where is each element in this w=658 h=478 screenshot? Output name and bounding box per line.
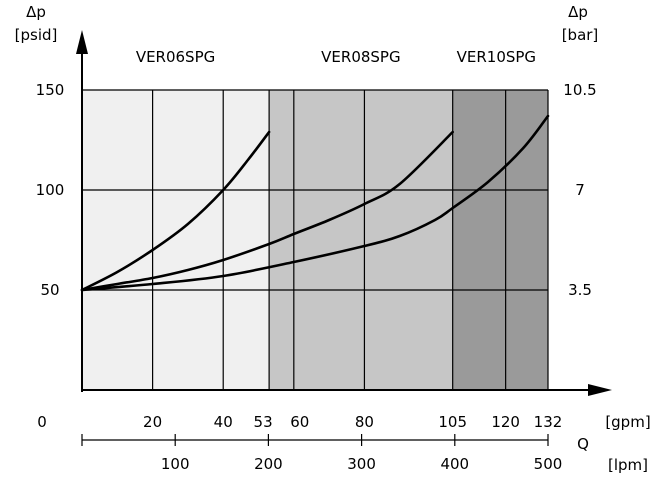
zone-1	[269, 90, 453, 390]
x-lpm-tick-3: 400	[440, 455, 469, 473]
x-gpm-tick-0: 20	[143, 413, 162, 431]
x-origin-label: 0	[37, 413, 47, 431]
y-left-tick-2: 150	[36, 81, 65, 99]
y-left-symbol: Δp	[26, 3, 46, 21]
zone-label-1: VER08SPG	[321, 48, 400, 66]
y-right-unit: [bar]	[562, 26, 599, 44]
tick-labels: 50 100 150 10.5 7 3.5 20 40 53 60 80 105 120 132 100 20…	[36, 81, 597, 473]
curves	[80, 114, 550, 292]
x-symbol: Q	[577, 435, 589, 453]
x-lpm-tick-2: 300	[347, 455, 376, 473]
x-lpm-tick-4: 500	[534, 455, 563, 473]
x-gpm-tick-3: 60	[290, 413, 309, 431]
y-right-tick-0: 10.5	[563, 81, 596, 99]
curve-2	[80, 114, 550, 292]
y-right-tick-1: 7	[575, 181, 585, 199]
x-gpm-tick-7: 132	[534, 413, 563, 431]
x-gpm-tick-5: 105	[438, 413, 467, 431]
x-lpm-unit: [lpm]	[608, 456, 648, 474]
model-zones: VER06SPG VER08SPG VER10SPG	[82, 48, 548, 390]
zone-label-0: VER06SPG	[136, 48, 215, 66]
axes	[76, 30, 612, 441]
grid	[82, 89, 549, 390]
labels: Δp [psid] Δp [bar] 0 [gpm] Q [lpm]	[15, 3, 651, 474]
y-left-unit: [psid]	[15, 26, 58, 44]
curve-0	[80, 130, 271, 292]
x-gpm-tick-6: 120	[491, 413, 520, 431]
y-left-tick-1: 100	[36, 181, 65, 199]
y-right-symbol: Δp	[568, 3, 588, 21]
y-right-tick-2: 3.5	[568, 281, 592, 299]
x-gpm-tick-1: 40	[214, 413, 233, 431]
x-lpm-tick-0: 100	[161, 455, 190, 473]
curve-1	[80, 130, 454, 292]
x-lpm-tick-1: 200	[254, 455, 283, 473]
zone-2	[452, 90, 548, 390]
x-gpm-tick-4: 80	[355, 413, 374, 431]
x-gpm-unit: [gpm]	[605, 413, 650, 431]
x-axis-arrow	[588, 384, 612, 396]
zone-label-2: VER10SPG	[457, 48, 536, 66]
x-gpm-tick-2: 53	[254, 413, 273, 431]
y-left-tick-0: 50	[40, 281, 59, 299]
y-axis-arrow	[76, 30, 88, 54]
zone-0	[82, 90, 270, 390]
